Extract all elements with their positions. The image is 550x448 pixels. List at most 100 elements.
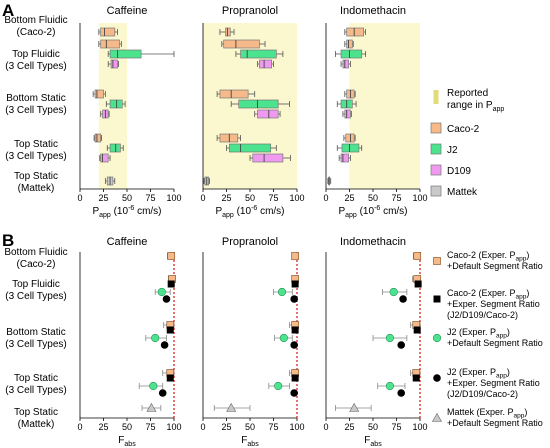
x-axis-label-part: P <box>215 206 222 217</box>
legend-range-label-sub: app <box>493 106 505 113</box>
data-point-square-black <box>167 280 175 288</box>
box-j2 <box>340 49 363 59</box>
panel-b-x-tick-label: 50 <box>245 422 255 432</box>
legend-swatch-j2 <box>430 143 442 155</box>
panel-b-x-tick-label: 50 <box>122 422 132 432</box>
box-j2 <box>238 99 279 109</box>
x-axis-label-sub: abs <box>247 441 259 448</box>
data-point-square-black <box>166 326 174 334</box>
box-caco-2 <box>346 27 364 37</box>
legend-marker-circle-black <box>433 374 441 382</box>
box-caco-2 <box>219 89 249 99</box>
box-caco-2 <box>94 89 104 99</box>
box-d109 <box>100 153 109 163</box>
data-point-circle-black <box>397 389 406 397</box>
legend-b-label-part: J2 (Exper. P <box>447 327 496 337</box>
box-d109 <box>259 59 272 69</box>
panel-a-x-tick-label: 0 <box>77 193 82 203</box>
panel-b-category-label: (3 Cell Types) <box>5 385 67 396</box>
panel-b-x-tick-label: 25 <box>221 422 231 432</box>
panel-b-category-label: (3 Cell Types) <box>5 291 67 302</box>
legend-b-label-part: ) <box>524 407 527 417</box>
panel-a-x-tick-label: 25 <box>98 193 108 203</box>
data-point-circle-black <box>160 341 169 349</box>
x-axis-label-part: F <box>118 435 124 446</box>
legend-range-label-part: range in P <box>447 100 493 111</box>
x-axis-label-part: app <box>345 212 357 219</box>
x-axis-label-part: (10 <box>111 206 129 217</box>
x-axis-label-part: app <box>99 212 111 219</box>
panel-b-x-tick-label: 0 <box>200 422 205 432</box>
box-j2 <box>341 143 360 153</box>
legend-b-label: +Default Segment Ratio <box>447 418 543 428</box>
legend-b-label: Caco-2 (Exper. Papp) <box>447 288 529 301</box>
data-point-circle-green <box>151 333 160 343</box>
legend-b-label-part: Caco-2 (Exper. P <box>447 288 516 298</box>
panel-a-category-label: Bottom Static <box>6 93 65 104</box>
panel-a-x-tick-label: 75 <box>268 193 278 203</box>
legend-b-label: +Default Segment Ratio <box>447 261 543 271</box>
legend-b-label-sub: app <box>516 294 527 301</box>
panel-b-category-label: Top Static <box>14 407 58 418</box>
panel-a-x-tick-label: 0 <box>200 193 205 203</box>
panel-b-title: Propranolol <box>222 236 278 248</box>
panel-a-x-tick-label: 50 <box>122 193 132 203</box>
box-d109 <box>110 59 118 69</box>
data-point-square-orange <box>291 252 299 260</box>
x-axis-label-part: -6 <box>251 205 257 212</box>
panel-a-x-axis-label: Papp (10-6 cm/s) <box>215 205 284 219</box>
panel-b-title: Caffeine <box>107 236 148 248</box>
panel-b-x-axis-label: Fabs <box>364 435 382 448</box>
box-caco-2 <box>225 27 231 37</box>
panel-a-x-tick-label: 50 <box>245 193 255 203</box>
panel-b-x-tick-label: 75 <box>391 422 401 432</box>
legend-b-label-part: Mattek (Exper. P <box>447 407 514 417</box>
data-point-square-black <box>166 374 174 382</box>
box-j2 <box>228 143 272 153</box>
x-axis-label-part: P <box>92 206 99 217</box>
data-point-circle-black <box>397 341 406 349</box>
panel-a-category-label: Top Static <box>14 139 58 150</box>
panel-a-x-tick-label: 50 <box>368 193 378 203</box>
x-axis-label-part: cm/s) <box>134 206 161 217</box>
legend-marker-square-orange <box>433 257 441 265</box>
data-point-square-black <box>414 280 422 288</box>
legend-swatch-d109 <box>430 164 442 176</box>
panel-a-category-label: (Caco-2) <box>17 27 56 38</box>
data-point-square-black <box>413 326 421 334</box>
box-j2 <box>240 49 277 59</box>
panel-label-b: B <box>2 231 14 250</box>
legend-b-label-sub: app <box>514 413 525 420</box>
panel-b-category-label: Bottom Fluidic <box>4 247 67 258</box>
legend-marker-square-black <box>433 295 441 303</box>
x-axis-label-part: (10 <box>357 206 375 217</box>
panel-b-title: Indomethacin <box>340 236 406 248</box>
legend-b-label-part: Caco-2 (Exper. P <box>447 250 516 260</box>
x-axis-label-part: F <box>241 435 247 446</box>
box-caco-2 <box>100 27 116 37</box>
data-point-circle-black <box>290 295 298 303</box>
legend-label: Mattek <box>447 187 478 198</box>
data-point-circle-green <box>389 287 398 297</box>
panel-b-x-axis-label: Fabs <box>118 435 136 448</box>
data-point-circle-black <box>290 341 298 349</box>
data-point-circle-green <box>385 333 395 343</box>
legend-marker-circle-green <box>432 333 442 343</box>
panel-a-x-tick-label: 0 <box>323 193 328 203</box>
legend-b-label-part: ) <box>507 327 510 337</box>
x-axis-label-sub: abs <box>124 441 136 448</box>
panel-label-a: A <box>2 1 14 20</box>
legend-label: Caco-2 <box>447 124 480 135</box>
panel-b-x-tick-label: 100 <box>412 422 427 432</box>
data-point-circle-green <box>149 381 158 391</box>
legend-marker-triangle-gray <box>431 412 443 422</box>
data-point-circle-black <box>158 389 167 397</box>
panel-b-x-tick-label: 100 <box>166 422 181 432</box>
panel-b-x-tick-label: 100 <box>289 422 304 432</box>
panel-a-title: Caffeine <box>107 5 148 17</box>
x-axis-label-part: cm/s) <box>257 206 284 217</box>
box-caco-2 <box>100 39 120 49</box>
panel-b-x-tick-label: 0 <box>77 422 82 432</box>
box-j2 <box>109 49 142 59</box>
box-caco-2 <box>219 133 239 143</box>
